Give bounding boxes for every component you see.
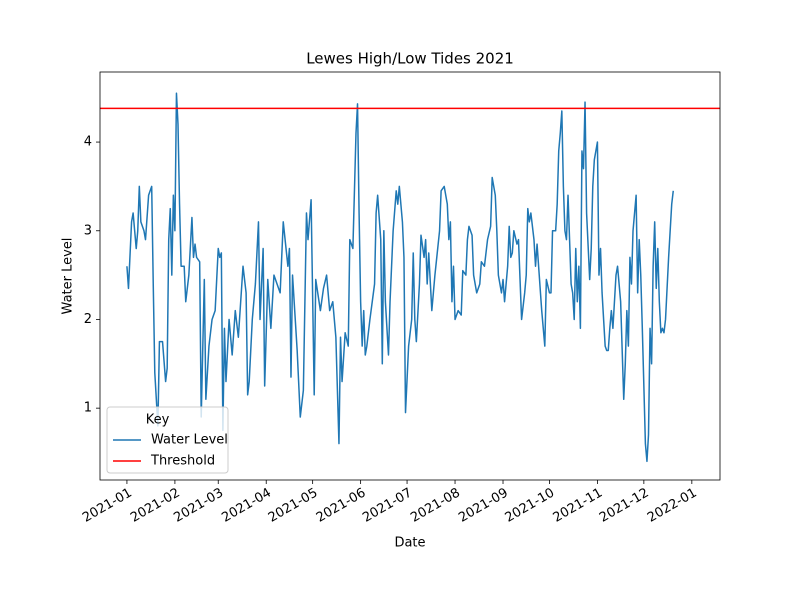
legend-title: Key: [146, 413, 170, 428]
chart-title: Lewes High/Low Tides 2021: [306, 50, 514, 68]
legend-box: [106, 406, 229, 474]
plot-frame: [99, 71, 721, 481]
y-tick-label: 1: [84, 401, 92, 416]
legend-label: Water Level: [151, 433, 228, 448]
legend-label: Threshold: [150, 454, 215, 469]
y-tick-label: 4: [84, 135, 92, 150]
y-axis-label: Water Level: [61, 238, 76, 315]
data-line: [126, 92, 675, 463]
legend: Key Water Level Threshold: [106, 406, 229, 474]
x-axis-label: Date: [394, 536, 425, 551]
y-tick-label: 3: [84, 223, 92, 238]
y-tick-label: 2: [84, 312, 92, 327]
